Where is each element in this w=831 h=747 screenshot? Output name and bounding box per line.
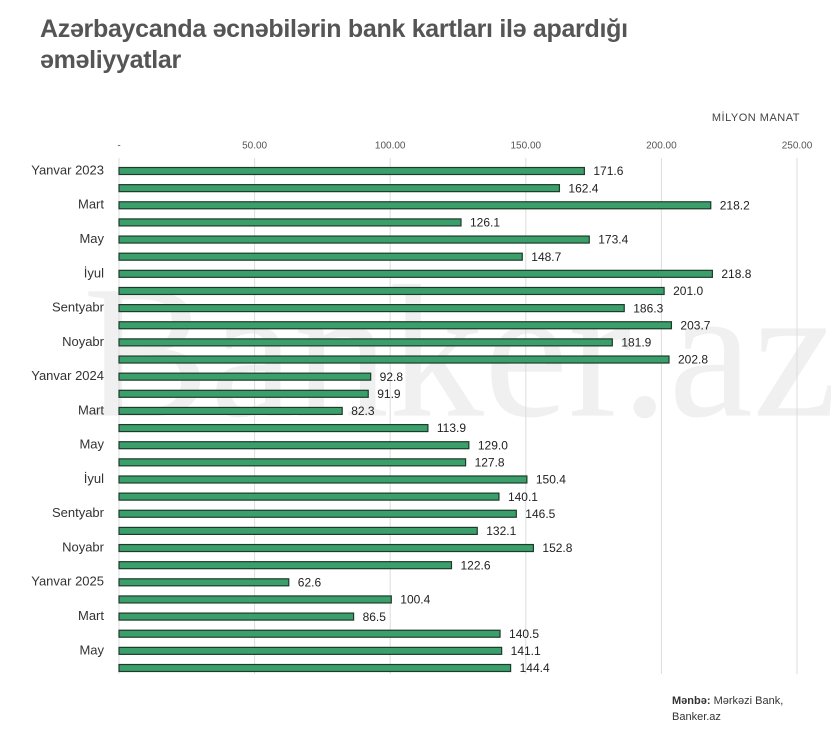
y-tick-label: İyul	[84, 471, 104, 486]
value-label: 218.8	[721, 267, 751, 281]
bar	[118, 389, 369, 398]
bar	[118, 235, 590, 244]
bar	[118, 578, 290, 587]
bar	[118, 338, 613, 347]
bar	[118, 646, 503, 655]
y-tick-label: May	[79, 642, 104, 657]
value-label: 82.3	[351, 404, 375, 418]
watermark: Banker.az	[83, 248, 831, 458]
bar	[118, 406, 343, 416]
value-label: 129.0	[478, 438, 508, 452]
value-label: 140.5	[509, 627, 539, 641]
bar	[118, 252, 523, 261]
x-tick-label: 200.00	[646, 141, 677, 152]
value-label: 144.4	[520, 661, 550, 675]
bar	[118, 663, 512, 673]
y-tick-label: May	[79, 437, 104, 452]
y-tick-label: Yanvar 2025	[31, 574, 104, 589]
value-label: 201.0	[673, 284, 703, 298]
bar	[118, 218, 462, 227]
x-tick-label: 250.00	[782, 141, 813, 152]
bar	[118, 458, 467, 467]
bar	[118, 286, 665, 296]
value-label: 171.6	[593, 164, 623, 178]
y-tick-label: Sentyabr	[52, 300, 105, 315]
bar	[118, 526, 478, 535]
y-tick-label: Mart	[78, 402, 104, 417]
value-label: 113.9	[437, 421, 466, 435]
value-label: 140.1	[508, 490, 538, 504]
bar	[118, 492, 500, 501]
bar	[118, 475, 528, 484]
bar	[118, 355, 670, 364]
y-tick-label: Mart	[78, 608, 104, 623]
source-label: Mənbə:	[672, 695, 711, 707]
value-label: 150.4	[536, 473, 566, 487]
bar	[118, 629, 501, 638]
value-label: 91.9	[377, 387, 401, 401]
bar	[118, 423, 429, 433]
y-tick-label: Sentyabr	[52, 505, 105, 520]
value-label: 162.4	[568, 181, 598, 195]
value-label: 152.8	[542, 541, 572, 555]
value-label: 173.4	[598, 233, 628, 247]
bar	[118, 372, 372, 381]
value-label: 92.8	[380, 370, 404, 384]
y-tick-label: Mart	[78, 197, 104, 212]
value-label: 148.7	[531, 250, 561, 264]
value-label: 62.6	[298, 575, 322, 589]
bar	[118, 269, 713, 278]
value-label: 122.6	[460, 558, 490, 572]
value-label: 181.9	[621, 336, 651, 350]
value-label: 100.4	[400, 593, 430, 607]
x-axis-label: MİLYON MANAT	[712, 111, 800, 124]
bar	[118, 543, 534, 553]
bar	[118, 321, 673, 330]
value-label: 86.5	[363, 610, 387, 624]
bar	[118, 304, 625, 313]
bar	[118, 595, 392, 604]
value-label: 132.1	[486, 524, 516, 538]
y-tick-label: Yanvar 2024	[31, 368, 104, 383]
source-text: Mərkəzi Bank, Banker.az	[672, 695, 784, 723]
y-tick-label: May	[79, 231, 104, 246]
value-label: 186.3	[633, 301, 663, 315]
bar	[118, 184, 561, 193]
value-label: 146.5	[525, 507, 555, 521]
bar	[118, 612, 355, 621]
source: Mənbə: Mərkəzi Bank, Banker.az	[672, 693, 802, 725]
bar	[118, 166, 585, 176]
y-tick-label: Noyabr	[62, 334, 105, 349]
x-tick-label: -	[117, 141, 120, 152]
x-tick-label: 100.00	[375, 141, 406, 152]
bar	[118, 441, 470, 450]
chart-title: Azərbaycanda əcnəbilərin bank kartları i…	[40, 15, 628, 74]
y-tick-label: Yanvar 2023	[31, 162, 104, 177]
value-label: 203.7	[680, 318, 710, 332]
x-tick-label: 50.00	[242, 141, 267, 152]
bar	[118, 201, 712, 210]
bar	[118, 561, 453, 570]
y-tick-label: Noyabr	[62, 539, 105, 554]
value-label: 126.1	[470, 216, 500, 230]
y-tick-label: İyul	[84, 265, 104, 280]
bar	[118, 509, 517, 518]
value-label: 218.2	[720, 198, 750, 212]
value-label: 202.8	[678, 353, 708, 367]
value-label: 141.1	[511, 644, 541, 658]
value-label: 127.8	[475, 456, 505, 470]
x-tick-label: 150.00	[511, 141, 542, 152]
